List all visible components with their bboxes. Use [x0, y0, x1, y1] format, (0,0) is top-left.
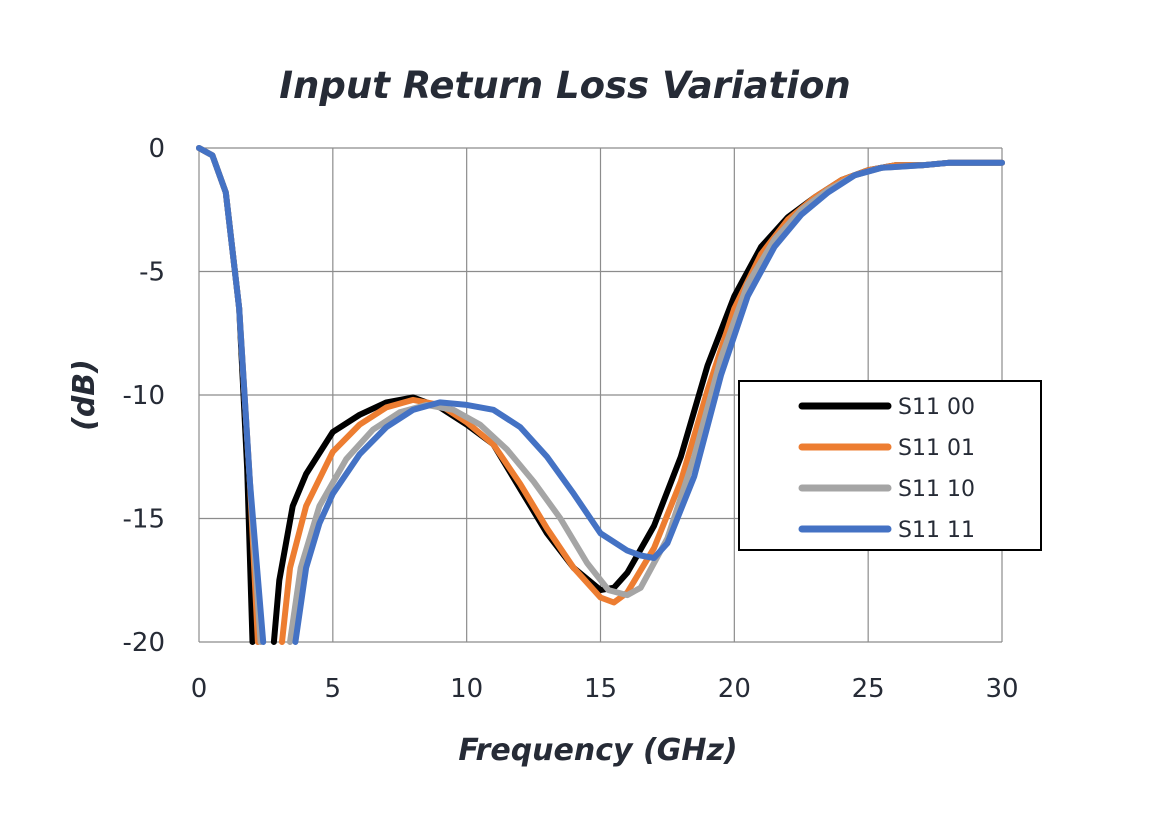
series-line-s11-11 [196, 145, 267, 645]
y-tick-label: -10 [123, 381, 165, 411]
series-line-s11-11 [292, 159, 1005, 645]
legend-label: S11 11 [898, 518, 975, 543]
legend-label: S11 10 [898, 477, 975, 502]
x-tick-label: 0 [191, 674, 208, 704]
legend: S11 00 S11 01 S11 10 S11 11 [738, 380, 1042, 551]
x-tick-label: 5 [325, 674, 342, 704]
x-tick-label: 20 [718, 674, 751, 704]
y-tick-label: -20 [123, 628, 165, 658]
legend-box [738, 380, 1042, 551]
legend-label: S11 01 [898, 436, 975, 461]
x-tick-label: 25 [852, 674, 885, 704]
x-axis-label: Frequency (GHz) [458, 733, 737, 768]
y-tick-label: -5 [139, 258, 165, 288]
plot-lines [196, 145, 1005, 645]
x-tick-label: 15 [584, 674, 617, 704]
y-tick-label: -15 [123, 505, 165, 535]
y-axis-label: (dB) [67, 359, 102, 431]
y-tick-label: 0 [148, 134, 165, 164]
chart-title: Input Return Loss Variation [279, 64, 850, 107]
legend-label: S11 00 [898, 395, 975, 420]
tick-labels: 0 5 10 15 20 25 30 0 -5 -10 -15 -20 [123, 134, 1019, 704]
x-tick-label: 10 [450, 674, 483, 704]
x-tick-label: 30 [985, 674, 1018, 704]
